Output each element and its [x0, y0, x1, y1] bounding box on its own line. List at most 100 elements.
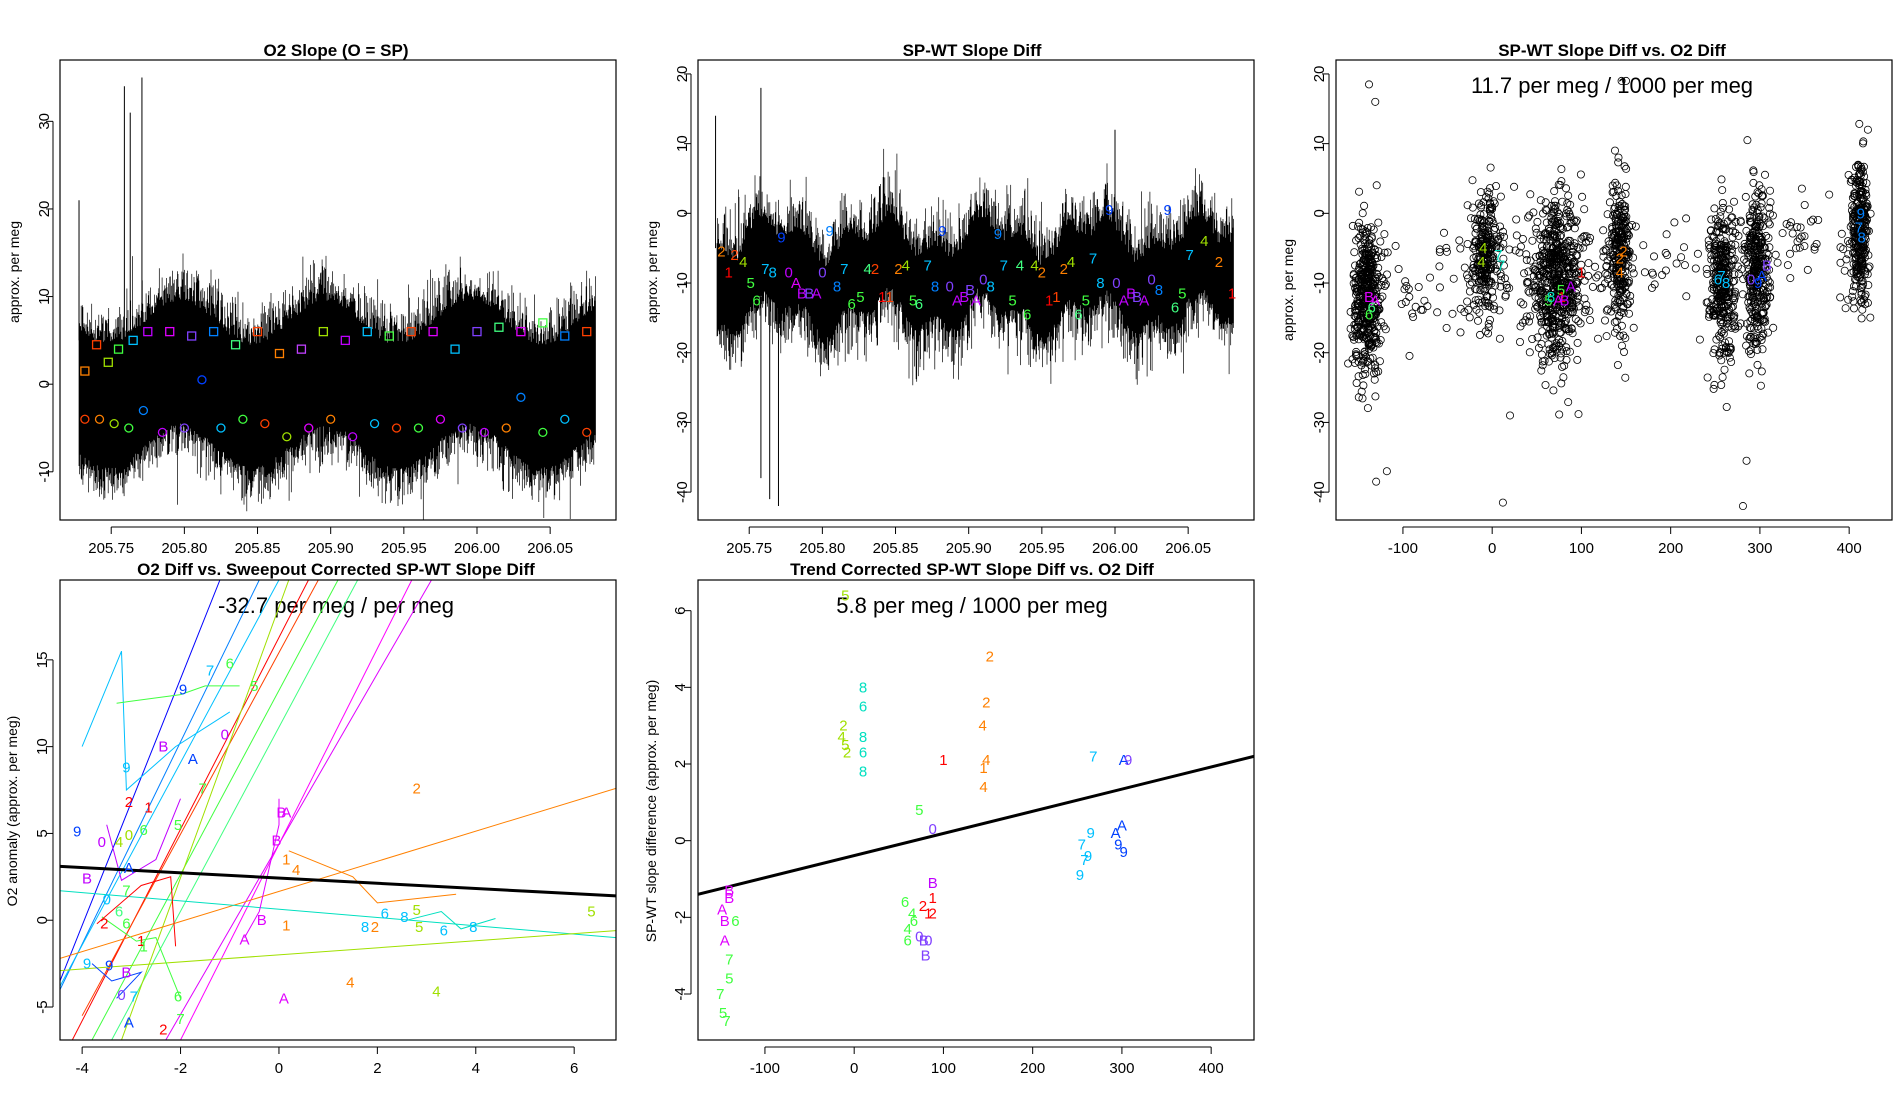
- y-tick-label: 0: [672, 836, 689, 844]
- x-tick-label: 0: [850, 1060, 858, 1077]
- scatter-point: [1746, 333, 1755, 342]
- point-label: 0: [98, 834, 106, 851]
- scatter-point: [1484, 226, 1493, 235]
- scatter-point: [1487, 240, 1496, 249]
- point-label: B: [271, 832, 281, 849]
- point-label: 9: [1087, 825, 1095, 842]
- scatter-point: [1749, 293, 1758, 302]
- x-axis: -100 0 100 200 300 400: [1388, 526, 1862, 557]
- point-label: 0: [785, 265, 793, 282]
- scatter-point: [1810, 245, 1819, 254]
- scatter-point: [1746, 213, 1755, 222]
- scatter-point: [1536, 196, 1545, 205]
- x-tick-label: 100: [1569, 540, 1594, 557]
- scatter-point: [1763, 293, 1772, 302]
- point-label: 9: [994, 226, 1002, 243]
- scatter-point: [1484, 194, 1493, 203]
- scatter-point: [1569, 265, 1578, 274]
- point-label: 5: [915, 802, 923, 819]
- x-axis: -4 -2 0 2 4 6: [75, 1046, 578, 1077]
- scatter-point: [1728, 227, 1737, 236]
- scatter-point: [1631, 222, 1640, 231]
- scatter-point: [1710, 242, 1719, 251]
- scatter-point: [1408, 309, 1417, 318]
- point-label: 1: [929, 890, 937, 907]
- scatter-point: [1579, 243, 1588, 252]
- scatter-point: [1577, 260, 1586, 269]
- point-label: 7: [840, 261, 848, 278]
- scatter-point: [1529, 208, 1538, 217]
- x-axis: -100 0 100 200 300 400: [750, 1046, 1224, 1077]
- point-label: 6: [731, 913, 739, 930]
- series-path: [81, 651, 231, 792]
- scatter-point: [1480, 277, 1489, 286]
- regression-line: [60, 864, 616, 898]
- scatter-point: [1724, 348, 1733, 357]
- scatter-point: [1764, 276, 1773, 285]
- scatter-point: [1750, 266, 1759, 275]
- scatter-point: [1456, 244, 1465, 253]
- scatter-point: [1861, 189, 1870, 198]
- square-marker: [516, 326, 526, 337]
- scatter-point: [1662, 230, 1671, 239]
- scatter-point: [1743, 136, 1752, 145]
- scatter-point: [1356, 224, 1365, 233]
- scatter-point: [1365, 80, 1374, 89]
- point-label: 0: [117, 987, 125, 1004]
- scatter-point: [1607, 280, 1616, 289]
- scatter-point: [1355, 305, 1364, 314]
- point-label: A: [1566, 279, 1576, 296]
- scatter-point: [1612, 265, 1621, 274]
- scatter-point: [1344, 359, 1353, 368]
- scatter-point: [1722, 263, 1731, 272]
- scatter-point: [1745, 334, 1754, 343]
- scatter-point: [1650, 252, 1659, 261]
- point-label: 5: [725, 971, 733, 988]
- square-marker: [103, 357, 113, 367]
- scatter-point: [1563, 206, 1572, 215]
- scatter-point: [1548, 218, 1557, 227]
- y-tick-label: -5: [34, 1000, 51, 1013]
- point-label: B: [724, 890, 734, 907]
- series-line: [60, 930, 616, 972]
- y-tick-label: 20: [36, 201, 53, 218]
- point-label: 5: [747, 275, 755, 292]
- scatter-point: [1623, 300, 1632, 309]
- point-label: 5: [1544, 292, 1552, 309]
- square-marker: [113, 344, 124, 354]
- scatter-point: [1541, 380, 1550, 389]
- scatter-point: [1533, 333, 1542, 342]
- scatter-point: [1359, 286, 1368, 295]
- scatter-point: [1373, 283, 1382, 292]
- scatter-point: [1348, 221, 1357, 230]
- scatter-point: [1755, 221, 1764, 230]
- scatter-point: [1468, 203, 1477, 212]
- point-label: 0: [945, 279, 953, 296]
- scatter-point: [1715, 349, 1724, 358]
- circle-marker: [138, 405, 149, 416]
- scatter-point: [1722, 402, 1731, 411]
- scatter-point: [1715, 278, 1724, 287]
- scatter-point: [1426, 273, 1435, 282]
- scatter-point: [1357, 285, 1366, 294]
- square-marker: [450, 344, 460, 354]
- scatter-point: [1851, 177, 1860, 186]
- scatter-point: [1556, 232, 1565, 241]
- scatter-point: [1560, 302, 1569, 311]
- scatter-point: [1474, 316, 1483, 325]
- series-line: [60, 580, 221, 982]
- point-label: 5: [909, 292, 917, 309]
- scatter-point: [1730, 197, 1739, 206]
- scatter-point: [1761, 170, 1770, 179]
- scatter-point: [1709, 233, 1718, 242]
- panel-o2-slope: O2 Slope (O = SP) approx. per meg 205.75…: [6, 41, 617, 557]
- y-tick-label: -10: [674, 272, 691, 294]
- scatter-point: [1586, 316, 1595, 325]
- series-path: [116, 685, 240, 704]
- scatter-point: [1546, 297, 1555, 306]
- scatter-point: [1492, 181, 1501, 190]
- scatter-point: [1621, 273, 1630, 282]
- scatter-point: [1558, 314, 1567, 323]
- scatter-point: [1611, 203, 1620, 212]
- scatter-point: [1368, 320, 1377, 329]
